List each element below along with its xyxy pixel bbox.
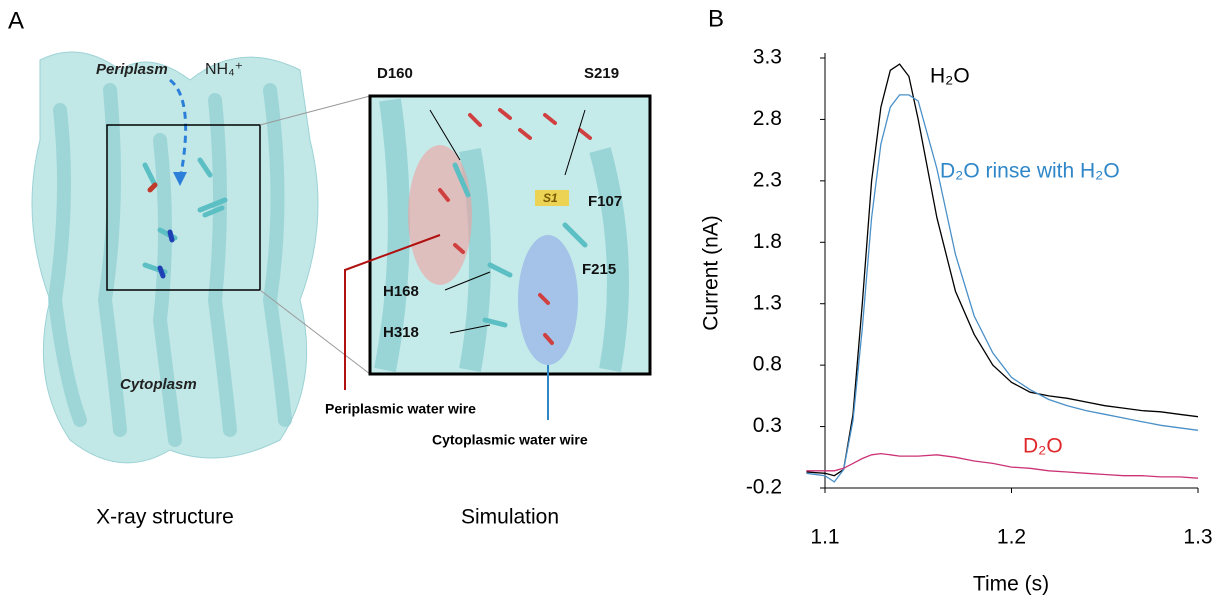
y-axis-title: Current (nA)	[700, 215, 723, 331]
pointer	[444, 271, 491, 291]
y-tick-label: 1.8	[753, 230, 782, 253]
series-label: H₂O	[930, 65, 970, 88]
series-line	[806, 94, 1199, 483]
protein-structure	[31, 51, 319, 464]
residue-label: S219	[584, 65, 619, 82]
panel-label: A	[8, 7, 24, 34]
pointer	[564, 109, 586, 176]
residue-label: D160	[377, 65, 413, 82]
residue-label: H168	[383, 283, 419, 300]
caption: Simulation	[461, 506, 559, 529]
periplasm-label: Periplasm	[96, 61, 168, 78]
y-tick-label: 0.8	[753, 353, 782, 376]
pointer	[449, 324, 491, 334]
simulation-inset	[368, 94, 652, 376]
wire-label: Cytoplasmic water wire	[432, 432, 588, 448]
y-tick-label: 2.3	[753, 168, 782, 191]
cytoplasm-label: Cytoplasm	[120, 376, 197, 393]
panel-label: B	[708, 5, 724, 32]
x-tick-label: 1.2	[997, 526, 1026, 549]
y-tick-label: 1.3	[753, 291, 782, 314]
residue-label: F215	[582, 261, 616, 278]
ion-label: NH₄⁺	[205, 61, 243, 78]
pointer	[429, 109, 461, 161]
x-tick-label: 1.1	[810, 526, 839, 549]
series-line	[806, 63, 1199, 477]
y-tick-label: 3.3	[753, 46, 782, 69]
site-label: S1	[543, 191, 558, 205]
zoom-box	[106, 124, 261, 291]
x-tick-label: 1.3	[1183, 526, 1212, 549]
wire-pointer	[344, 234, 441, 390]
zoom-line	[259, 95, 371, 126]
y-tick-label: 2.8	[753, 107, 782, 130]
line-chart: -0.2 0.3 0.8 1.3 1.8 2.3 2.8 3.3 1.1 1.2 1.3 Time (…	[700, 46, 1213, 596]
series-line	[806, 452, 1199, 479]
residue-label: F107	[588, 193, 622, 210]
series-label: D₂O rinse with H₂O	[940, 160, 1120, 183]
y-tick-label: -0.2	[746, 476, 782, 499]
zoom-line	[259, 289, 371, 375]
caption: X-ray structure	[96, 506, 234, 529]
series-label: D₂O	[1023, 435, 1063, 458]
x-axis-title: Time (s)	[973, 573, 1049, 596]
wire-label: Periplasmic water wire	[325, 401, 476, 417]
y-tick-label: 0.3	[753, 414, 782, 437]
residue-label: H318	[383, 324, 419, 341]
